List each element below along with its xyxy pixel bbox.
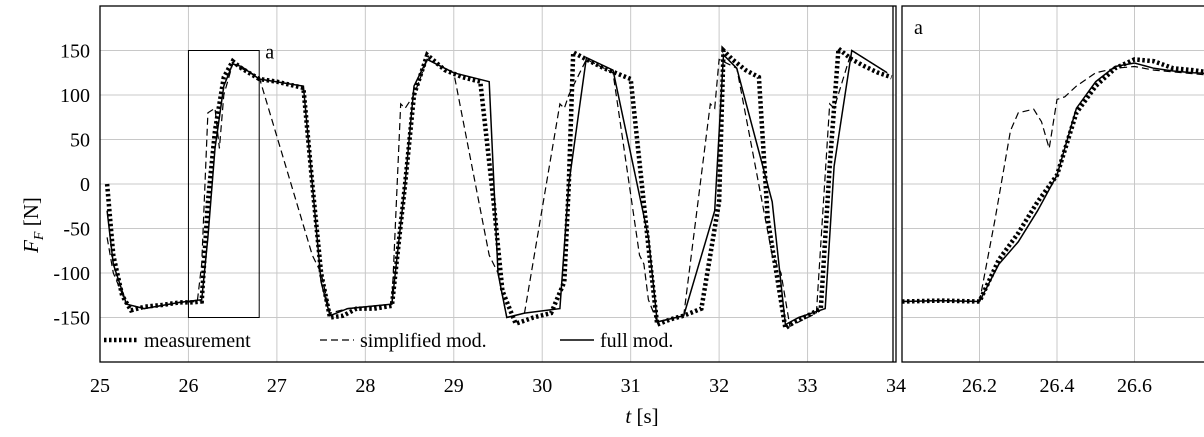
x-tick-label: 33: [798, 375, 818, 397]
inset-region-box: [187, 50, 260, 318]
inset-panel-label: a: [914, 17, 923, 39]
inset-x-tick-label: 26.2: [962, 375, 997, 397]
legend-simplified-label: simplified mod.: [360, 330, 487, 352]
y-tick-label: 150: [60, 41, 90, 63]
main-y-tick-labels: -150 -100 -50 0 50 100 150: [53, 41, 90, 330]
main-series-measurement: [104, 44, 893, 333]
y-tick-label: 100: [60, 85, 90, 107]
y-tick-label: -150: [53, 308, 90, 330]
legend-measurement-label: measurement: [144, 330, 251, 352]
inset-x-tick-labels: 26.2 26.4 26.6: [962, 375, 1152, 397]
y-tick-label: -100: [53, 263, 90, 285]
inset-series-full-mod: [901, 62, 1204, 303]
inset-x-tick-label: 26.4: [1040, 375, 1075, 397]
x-tick-label: 29: [444, 375, 464, 397]
legend-full-label: full mod.: [600, 330, 673, 352]
main-series-full-mod: [106, 49, 888, 326]
main-grid: [99, 6, 897, 362]
y-axis-var: F: [19, 240, 43, 254]
x-tick-label: 31: [621, 375, 641, 397]
y-axis-label: FF [N]: [19, 197, 47, 254]
inset-series-measurement: [901, 57, 1204, 304]
main-x-tick-labels: 25 26 27 28 29 30 31 32 33 34: [90, 375, 906, 397]
x-axis-label: t [s]: [625, 404, 658, 428]
x-tick-label: 27: [267, 375, 287, 397]
x-axis-unit: [s]: [636, 404, 658, 428]
y-axis-var-sub: F: [32, 231, 47, 241]
x-tick-label: 25: [90, 375, 110, 397]
y-tick-label: -50: [63, 219, 90, 241]
inset-region-label: a: [265, 42, 274, 64]
x-axis-var: t: [625, 404, 632, 428]
y-axis-unit-text: [N]: [19, 197, 43, 226]
inset-series-simplified-mod: [901, 65, 1204, 303]
x-tick-label: 26: [178, 375, 198, 397]
y-tick-label: 0: [80, 174, 90, 196]
x-tick-label: 28: [355, 375, 375, 397]
inset-x-tick-label: 26.6: [1117, 375, 1152, 397]
main-plot-frame: [99, 5, 897, 363]
main-series-simplified-mod: [106, 49, 888, 328]
x-tick-label: 30: [532, 375, 552, 397]
inset-plot-frame: [901, 5, 1204, 363]
inset-series-layer: [901, 57, 1204, 304]
legend: measurement simplified mod. full mod.: [104, 330, 673, 352]
inset-grid: [902, 6, 1204, 362]
x-tick-label: 34: [886, 375, 906, 397]
x-tick-label: 32: [709, 375, 729, 397]
main-series-layer: [104, 44, 893, 333]
y-tick-label: 50: [70, 130, 90, 152]
